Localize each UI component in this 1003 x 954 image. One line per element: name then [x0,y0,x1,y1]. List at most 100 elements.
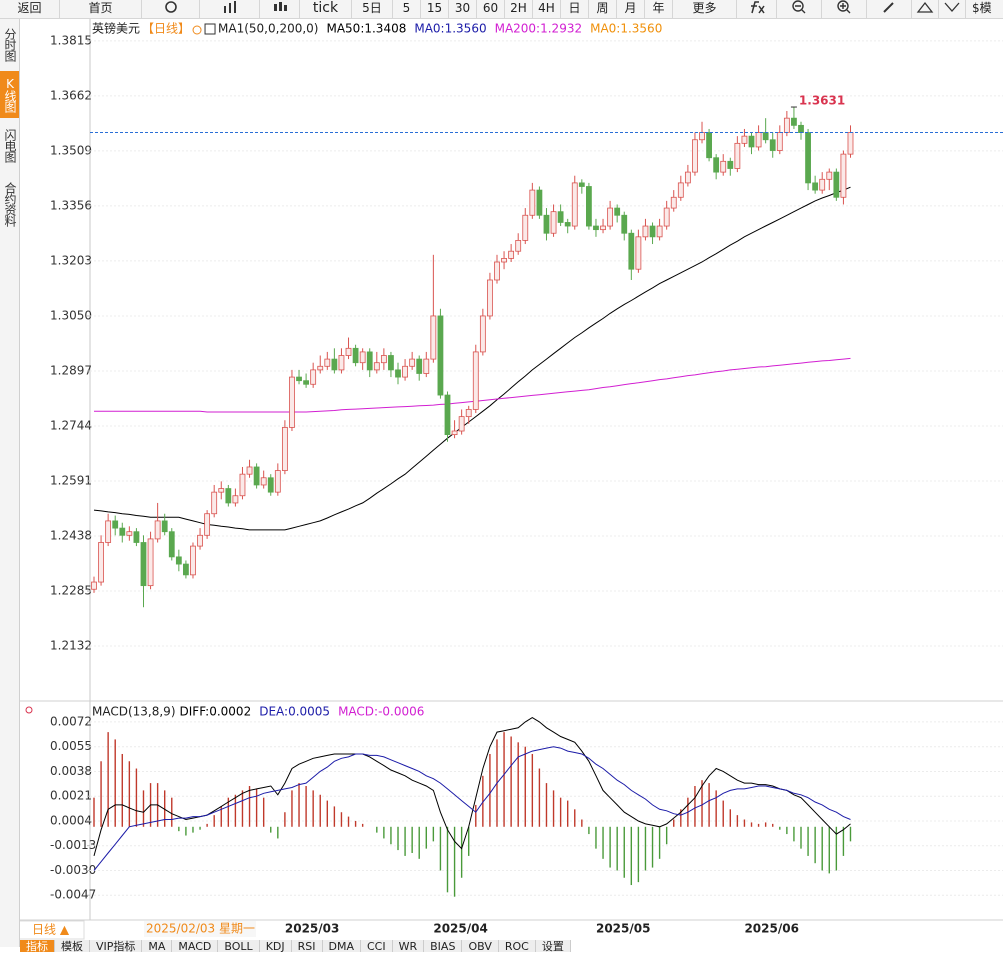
candle-button[interactable] [260,0,300,18]
legend-entry: DIFF:0.0002 [180,705,252,719]
back-button[interactable]: 返回 [0,0,60,18]
candle-body [642,225,649,238]
period-button[interactable]: 30 [449,0,477,18]
candle-body [331,358,338,371]
candle-body [692,139,698,173]
legend-entry: MA50:1.3408 [326,22,406,36]
candle-body [515,240,522,252]
candle-body [98,542,104,583]
zoom-out-button[interactable] [777,0,822,18]
template-button[interactable]: $模 [966,0,1003,18]
period-button[interactable]: 5 [393,0,421,18]
indicator-tab[interactable]: WR [393,940,425,953]
sidebar-tab[interactable]: 闪电图 [3,129,17,162]
indicator-tab[interactable]: 设置 [536,940,571,953]
indicator-line [94,357,851,413]
y-tick-label: 1.3509 [50,143,92,157]
candle-body [783,117,790,133]
candle-body [699,132,705,141]
period-button[interactable]: 60 [477,0,505,18]
candle-body [550,211,557,234]
indicator-tab[interactable]: BOLL [218,940,260,953]
candle-body [529,189,536,216]
candle-body [296,376,302,382]
period-button[interactable]: 月 [617,0,645,18]
candle-body [557,211,564,223]
cursor-label-bg [144,921,256,937]
candle-body [373,362,380,371]
candle-body [289,376,295,428]
period-button[interactable]: 日线 ▲ [32,923,70,937]
candle-body [388,355,394,371]
candle-body [183,563,189,576]
candle-body [487,279,493,317]
draw-button[interactable] [867,0,912,18]
dropdown-button[interactable] [939,0,966,18]
candle-body [741,135,748,144]
candle-body [635,236,642,270]
sidebar-tab[interactable]: 合约资料 [3,182,17,226]
cursor-date-label: 2025/02/03 星期一 [146,922,255,936]
refresh-button[interactable] [142,0,200,18]
candle-body [607,207,614,227]
sidebar-tab[interactable]: 分时图 [3,27,17,61]
tick-button[interactable]: tick [300,0,352,18]
candle-body [593,225,599,231]
candle-body [359,351,366,364]
pen-icon [883,2,894,13]
indicator-tab[interactable]: VIP指标 [90,940,143,953]
y-tick-label: 1.2897 [50,363,92,377]
candle-body [706,132,712,159]
candle-body [126,531,133,536]
y-tick-label: 1.3815 [50,33,92,47]
candle-body [260,477,267,486]
period-button[interactable]: 15 [421,0,449,18]
candle-body [472,351,479,410]
candle-body [769,139,776,151]
fx-button[interactable] [737,0,777,18]
bars-button[interactable] [200,0,260,18]
y-tick-label: 1.2285 [50,584,92,598]
candle-body [451,430,458,436]
x-tick-label: 2025/04 [433,922,487,936]
candle-body [324,358,331,367]
y-tick-label: 0.0072 [50,714,92,728]
settings-icon [192,25,202,35]
more-button[interactable]: 更多 [673,0,737,18]
indicator-tab[interactable]: ROC [499,940,536,953]
indicator-tab[interactable]: BIAS [424,940,463,953]
candle-body [175,556,182,565]
period-button[interactable]: 年 [645,0,673,18]
indicator-tab[interactable]: CCI [361,940,393,953]
home-button[interactable]: 首页 [60,0,142,18]
sidebar-tab[interactable]: K线图 [0,71,19,118]
period-button[interactable]: 5日 [352,0,393,18]
candle-body [437,315,444,396]
indicator-tab[interactable]: RSI [292,940,323,953]
candle-body [190,545,196,576]
candle-body [105,520,112,543]
indicator-tab[interactable]: 模板 [55,940,90,953]
shape-button[interactable] [912,0,939,18]
y-tick-label: 0.0021 [50,789,92,803]
period-button[interactable]: 2H [505,0,533,18]
candle-icon [273,2,287,11]
period-button[interactable]: 4H [533,0,561,18]
indicator-tab[interactable]: OBV [462,940,499,953]
indicator-tab[interactable]: MA [142,940,173,953]
indicator-tab[interactable]: KDJ [260,940,292,953]
indicator-tab[interactable]: DMA [323,940,361,953]
fx-icon [750,1,765,14]
candle-body [409,358,416,367]
period-button[interactable]: 日 [561,0,589,18]
zoom-in-button[interactable] [822,0,867,18]
candle-body [91,581,97,590]
indicator-tab[interactable]: 指标 [20,940,55,953]
candle-body [628,232,635,270]
candle-body [621,214,628,234]
candle-body [274,470,281,493]
candle-body [578,182,585,187]
period-button[interactable]: 周 [589,0,617,18]
chart-title: MACD(13,8,9) [92,705,176,719]
indicator-tab[interactable]: MACD [172,940,219,953]
